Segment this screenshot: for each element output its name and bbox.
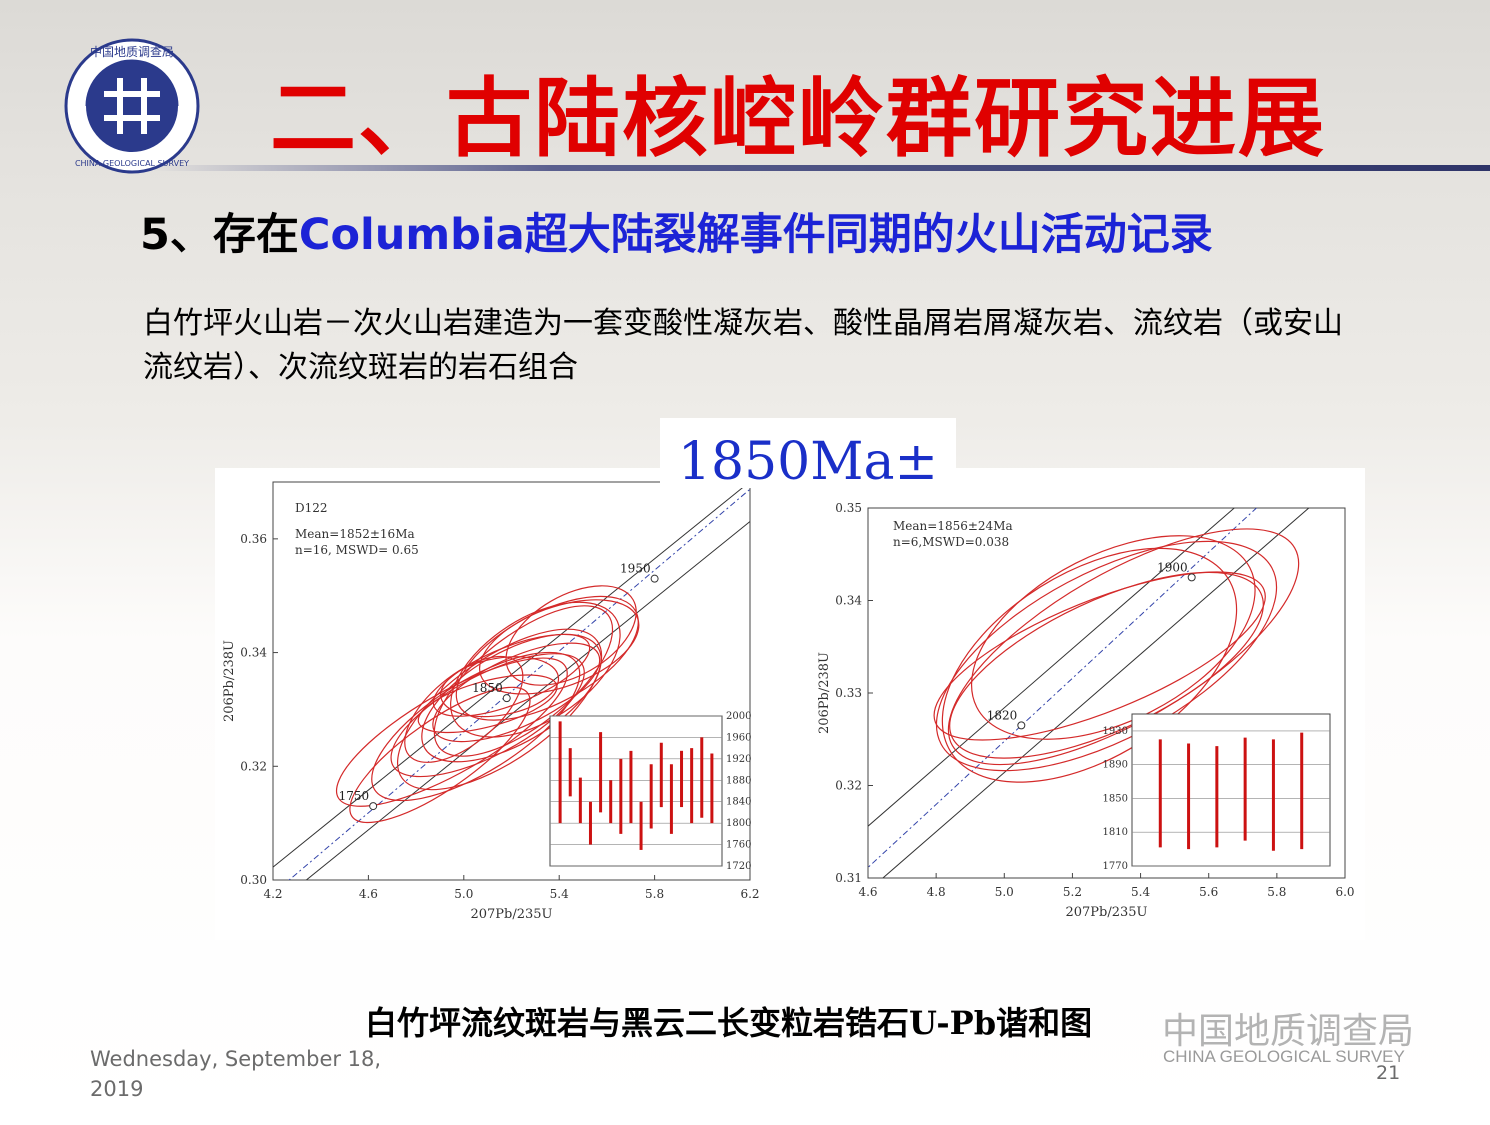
x-axis-label: 207Pb/235U: [470, 907, 552, 922]
china-geological-survey-logo: 中国地质调查局 CHINA GEOLOGICAL SURVEY: [64, 38, 200, 174]
x-tick-label: 5.8: [1267, 885, 1286, 899]
footer-org-cn: 中国地质调查局: [1162, 1011, 1415, 1052]
plot-area: [273, 482, 750, 880]
concordia-age-marker: [1187, 573, 1196, 582]
figure-caption: 白竹坪流纹斑岩与黑云二长变粒岩锆石U-Pb谐和图: [365, 1004, 1093, 1042]
discordia-line: [868, 508, 1258, 869]
x-tick-label: 5.8: [645, 887, 664, 901]
error-ellipse: [450, 601, 621, 738]
concordia-age-label: 1820: [987, 708, 1018, 722]
stats-text: n=6,MSWD=0.038: [893, 535, 1009, 549]
error-ellipse: [335, 657, 568, 807]
error-ellipse: [404, 655, 524, 763]
inset-tick-label: 1840: [726, 797, 751, 808]
y-tick-label: 0.32: [835, 779, 862, 793]
error-ellipse: [970, 535, 1256, 740]
plot-area: [868, 508, 1310, 878]
plot-frame: [272, 481, 751, 881]
error-ellipse: [421, 633, 602, 763]
x-tick-label: 5.4: [1131, 885, 1150, 899]
inset-tick-label: 1770: [1103, 861, 1128, 872]
error-ellipse: [933, 571, 1266, 741]
logo-ring-text-bottom: CHINA GEOLOGICAL SURVEY: [75, 159, 189, 168]
y-axis-label: 206Pb/238U: [222, 640, 237, 722]
inset-tick-label: 1920: [726, 754, 751, 765]
inset-tick-label: 1810: [1103, 827, 1128, 838]
concordia-age-label: 1900: [1157, 560, 1188, 574]
slide-title: 二、古陆核崆岭群研究进展: [270, 68, 1326, 169]
x-axis-label: 207Pb/235U: [1065, 905, 1147, 920]
x-tick-label: 5.2: [1063, 885, 1082, 899]
error-ellipse: [440, 656, 560, 718]
stats-text: Mean=1856±24Ma: [893, 519, 1013, 533]
inset-tick-label: 1800: [726, 818, 751, 829]
concordia-band-line: [305, 520, 750, 880]
subtitle-highlight: Columbia超大陆裂解事件同期的火山活动记录: [298, 210, 1213, 260]
footer-org-en: CHINA GEOLOGICAL SURVEY: [1163, 1047, 1405, 1066]
concordia-age-label: 1850: [472, 681, 503, 695]
y-tick-label: 0.33: [835, 686, 862, 700]
x-tick-label: 5.6: [1199, 885, 1218, 899]
x-tick-label: 4.6: [359, 887, 378, 901]
y-tick-label: 0.34: [240, 646, 267, 660]
concordia-band-line: [882, 508, 1310, 878]
concordia-plot-right: 4.6 4.8 5.0 5.2 5.4 5.6 5.8 6.0 0.31 0.32 0.33 0.34…: [817, 501, 1355, 920]
x-tick-label: 4.6: [858, 885, 877, 899]
y-tick-label: 0.35: [835, 501, 862, 515]
concordia-plot-left: 4.2 4.6 5.0 5.4 5.8 6.2 0.30 0.32 0.34 0.36 207Pb/…: [222, 481, 760, 922]
description-text: 白竹坪火山岩－次火山岩建造为一套变酸性凝灰岩、酸性晶屑岩屑凝灰岩、流纹岩（或安山…: [143, 306, 1343, 385]
x-tick-label: 6.2: [740, 887, 759, 901]
footer-date: Wednesday, September 18, 2019: [90, 1047, 382, 1101]
stats-text: Mean=1852±16Ma: [295, 527, 415, 541]
error-ellipse: [349, 686, 531, 824]
section-subtitle: 5、存在Columbia超大陆裂解事件同期的火山活动记录: [140, 200, 1213, 262]
x-tick-label: 4.2: [263, 887, 282, 901]
stats-text: n=16, MSWD= 0.65: [295, 543, 419, 557]
subtitle-prefix: 5、存在: [140, 210, 299, 260]
concordia-age-marker: [1017, 721, 1026, 730]
logo-ring-text-top: 中国地质调查局: [90, 44, 174, 59]
header-divider: [150, 165, 1490, 171]
inset-tick-label: 1930: [1103, 726, 1128, 737]
concordia-age-label: 1950: [620, 562, 651, 576]
inset-tick-label: 1760: [726, 840, 751, 851]
y-axis-label: 206Pb/238U: [817, 652, 832, 734]
x-tick-label: 6.0: [1335, 885, 1354, 899]
x-tick-label: 5.4: [550, 887, 569, 901]
concordia-age-marker: [369, 802, 378, 811]
inset-tick-label: 1720: [726, 861, 751, 872]
sample-id: D122: [295, 501, 328, 515]
y-tick-label: 0.36: [240, 532, 267, 546]
error-ellipse: [432, 633, 591, 717]
error-ellipse: [505, 585, 637, 686]
concordia-age-marker: [502, 694, 511, 703]
error-ellipse: [478, 599, 640, 695]
error-ellipse: [371, 651, 581, 802]
inset-tick-label: 1880: [726, 775, 751, 786]
x-tick-label: 4.8: [927, 885, 946, 899]
y-tick-label: 0.32: [240, 759, 267, 773]
y-tick-label: 0.31: [835, 871, 862, 885]
x-tick-label: 5.0: [995, 885, 1014, 899]
concordia-band-line: [868, 508, 1236, 827]
inset-tick-label: 1890: [1103, 760, 1128, 771]
inset-tick-label: 1960: [726, 732, 751, 743]
y-tick-label: 0.34: [835, 594, 862, 608]
x-tick-label: 5.0: [454, 887, 473, 901]
concordia-age-marker: [650, 574, 659, 583]
y-tick-label: 0.30: [240, 873, 267, 887]
age-label: 1850Ma±: [660, 418, 956, 492]
inset-tick-label: 2000: [726, 711, 751, 722]
page-number: 21: [1376, 1062, 1401, 1084]
slide-header: 中国地质调查局 CHINA GEOLOGICAL SURVEY 二、古陆核崆岭群…: [0, 0, 1490, 175]
inset-tick-label: 1850: [1103, 793, 1128, 804]
inset-frame: [1131, 713, 1331, 867]
inset-frame: [549, 715, 723, 867]
concordia-age-label: 1750: [339, 789, 370, 803]
